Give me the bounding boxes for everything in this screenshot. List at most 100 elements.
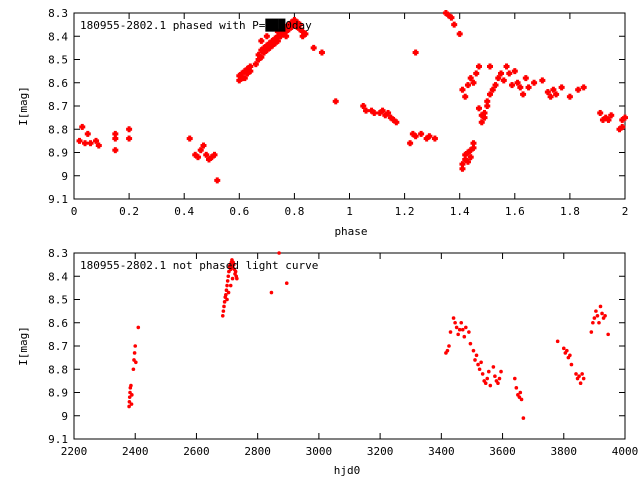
unphased-data-point: [474, 353, 479, 358]
phased-data-point: [470, 144, 477, 151]
phased-data-point: [553, 91, 560, 98]
unphased-x-tick-label: 3600: [489, 445, 516, 458]
unphased-data-point: [448, 330, 453, 334]
phased-data-point: [487, 63, 494, 70]
phased-data-point: [547, 93, 554, 100]
unphased-data-point: [477, 367, 482, 372]
phased-data-point: [93, 137, 100, 144]
phased-data-point: [272, 40, 279, 47]
unphased-plot-frame: [73, 252, 626, 440]
phased-x-tick-label: 0: [71, 205, 78, 218]
unphased-data-point: [497, 376, 502, 381]
phased-y-tick-label: 8.9: [48, 147, 68, 160]
unphased-data-point: [277, 251, 281, 255]
unphased-data-point: [568, 353, 572, 358]
unphased-x-axis: 2200 2400 2600 2800 3000 3200 3400 3600 3800 4000: [61, 253, 638, 458]
unphased-x-tick-label: 2400: [122, 445, 149, 458]
unphased-data-point: [462, 334, 467, 339]
phased-data-point: [247, 63, 254, 70]
phased-data-point: [272, 35, 279, 42]
phased-x-tick-label: 0.6: [229, 205, 249, 218]
phased-data-point: [387, 114, 394, 121]
phased-y-tick-label: 8.4: [48, 30, 68, 43]
unphased-data-point: [499, 369, 503, 374]
unphased-data-point: [225, 279, 230, 283]
phased-data-point: [203, 151, 210, 158]
phased-data-point: [296, 21, 303, 28]
phased-data-point: [82, 140, 89, 147]
phased-data-point: [451, 21, 458, 28]
phased-data-point: [379, 107, 386, 114]
phased-x-tick-label: 1.2: [395, 205, 415, 218]
phased-data-point: [506, 70, 513, 77]
unphased-data-point: [479, 360, 483, 365]
phased-x-tick-label: 1: [346, 205, 353, 218]
unphased-y-tick-label: 8.6: [48, 317, 68, 330]
unphased-data-point: [486, 369, 491, 374]
phased-data-point: [478, 112, 485, 119]
unphased-data-point: [491, 365, 496, 369]
phased-data-point: [208, 154, 215, 161]
phased-data-point: [492, 82, 499, 89]
phased-x-tick-label: 0.2: [119, 205, 139, 218]
phased-data-point: [580, 84, 587, 91]
unphased-data-point: [473, 358, 477, 362]
phased-data-point: [296, 26, 303, 33]
phased-data-point: [412, 49, 419, 56]
unphased-data-point: [589, 330, 594, 334]
phased-data-point: [126, 126, 133, 133]
phased-data-point: [393, 119, 400, 126]
phased-data-point: [459, 161, 466, 168]
phased-data-point: [544, 89, 551, 96]
phased-data-point: [498, 70, 505, 77]
unphased-data-point: [603, 313, 607, 318]
phased-data-point: [423, 135, 430, 142]
unphased-data-point: [591, 320, 595, 325]
unphased-data-point: [269, 290, 274, 295]
phased-data-point: [619, 123, 626, 130]
phased-data-point: [258, 47, 265, 54]
unphased-x-tick-label: 3000: [306, 445, 333, 458]
phased-data-point: [575, 86, 582, 93]
unphased-data-point: [561, 346, 566, 351]
unphased-data-point: [225, 283, 229, 288]
unphased-y-label: I[mag]: [17, 326, 30, 366]
phased-data-point: [239, 70, 246, 77]
unphased-data-point: [569, 362, 574, 367]
unphased-data-point: [132, 351, 137, 355]
unphased-x-tick-label: 3800: [551, 445, 578, 458]
unphased-y-tick-label: 8.7: [48, 340, 68, 353]
phased-y-tick-label: 9.1: [48, 193, 68, 206]
phased-data-point: [599, 116, 606, 123]
phased-data-point: [514, 79, 521, 86]
phased-data-point: [481, 114, 488, 121]
phased-data-point: [274, 37, 281, 44]
unphased-data-point: [225, 297, 229, 302]
unphased-x-tick-label: 3200: [367, 445, 394, 458]
unphased-series: [127, 251, 610, 420]
phased-x-label: phase: [334, 225, 367, 238]
phased-data-point: [597, 109, 604, 116]
unphased-data-point: [233, 269, 238, 274]
phased-panel: 8.3 8.4 8.5 8.6 8.7 8.8 8.9 9 9.1 0 0.2 0.4 0.6 0.8 1…: [17, 7, 628, 238]
unphased-data-point: [521, 416, 526, 420]
phased-data-point: [500, 77, 507, 84]
unphased-data-point: [224, 288, 229, 293]
phased-y-axis: 8.3 8.4 8.5 8.6 8.7 8.8 8.9 9 9.1: [48, 7, 625, 206]
phased-data-point: [473, 70, 480, 77]
phased-data-point: [252, 61, 259, 68]
unphased-data-point: [577, 374, 581, 379]
unphased-data-point: [459, 320, 464, 325]
unphased-data-point: [555, 339, 560, 344]
phased-data-point: [261, 44, 268, 51]
phased-x-tick-label: 1.4: [450, 205, 470, 218]
phased-data-point: [288, 23, 295, 30]
unphased-y-tick-label: 8.8: [48, 363, 68, 376]
phased-data-point: [302, 30, 309, 37]
unphased-data-point: [451, 316, 456, 320]
phased-data-point: [236, 72, 243, 79]
phased-data-point: [288, 19, 295, 26]
unphased-y-tick-label: 9: [61, 410, 68, 423]
phased-data-point: [363, 107, 370, 114]
